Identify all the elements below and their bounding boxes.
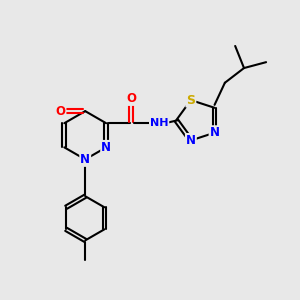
- Text: NH: NH: [150, 118, 168, 128]
- Text: N: N: [186, 134, 196, 147]
- Text: S: S: [186, 94, 195, 106]
- Text: O: O: [56, 105, 65, 118]
- Text: O: O: [126, 92, 136, 105]
- Text: N: N: [210, 126, 220, 139]
- Text: N: N: [101, 141, 111, 154]
- Text: N: N: [80, 153, 90, 166]
